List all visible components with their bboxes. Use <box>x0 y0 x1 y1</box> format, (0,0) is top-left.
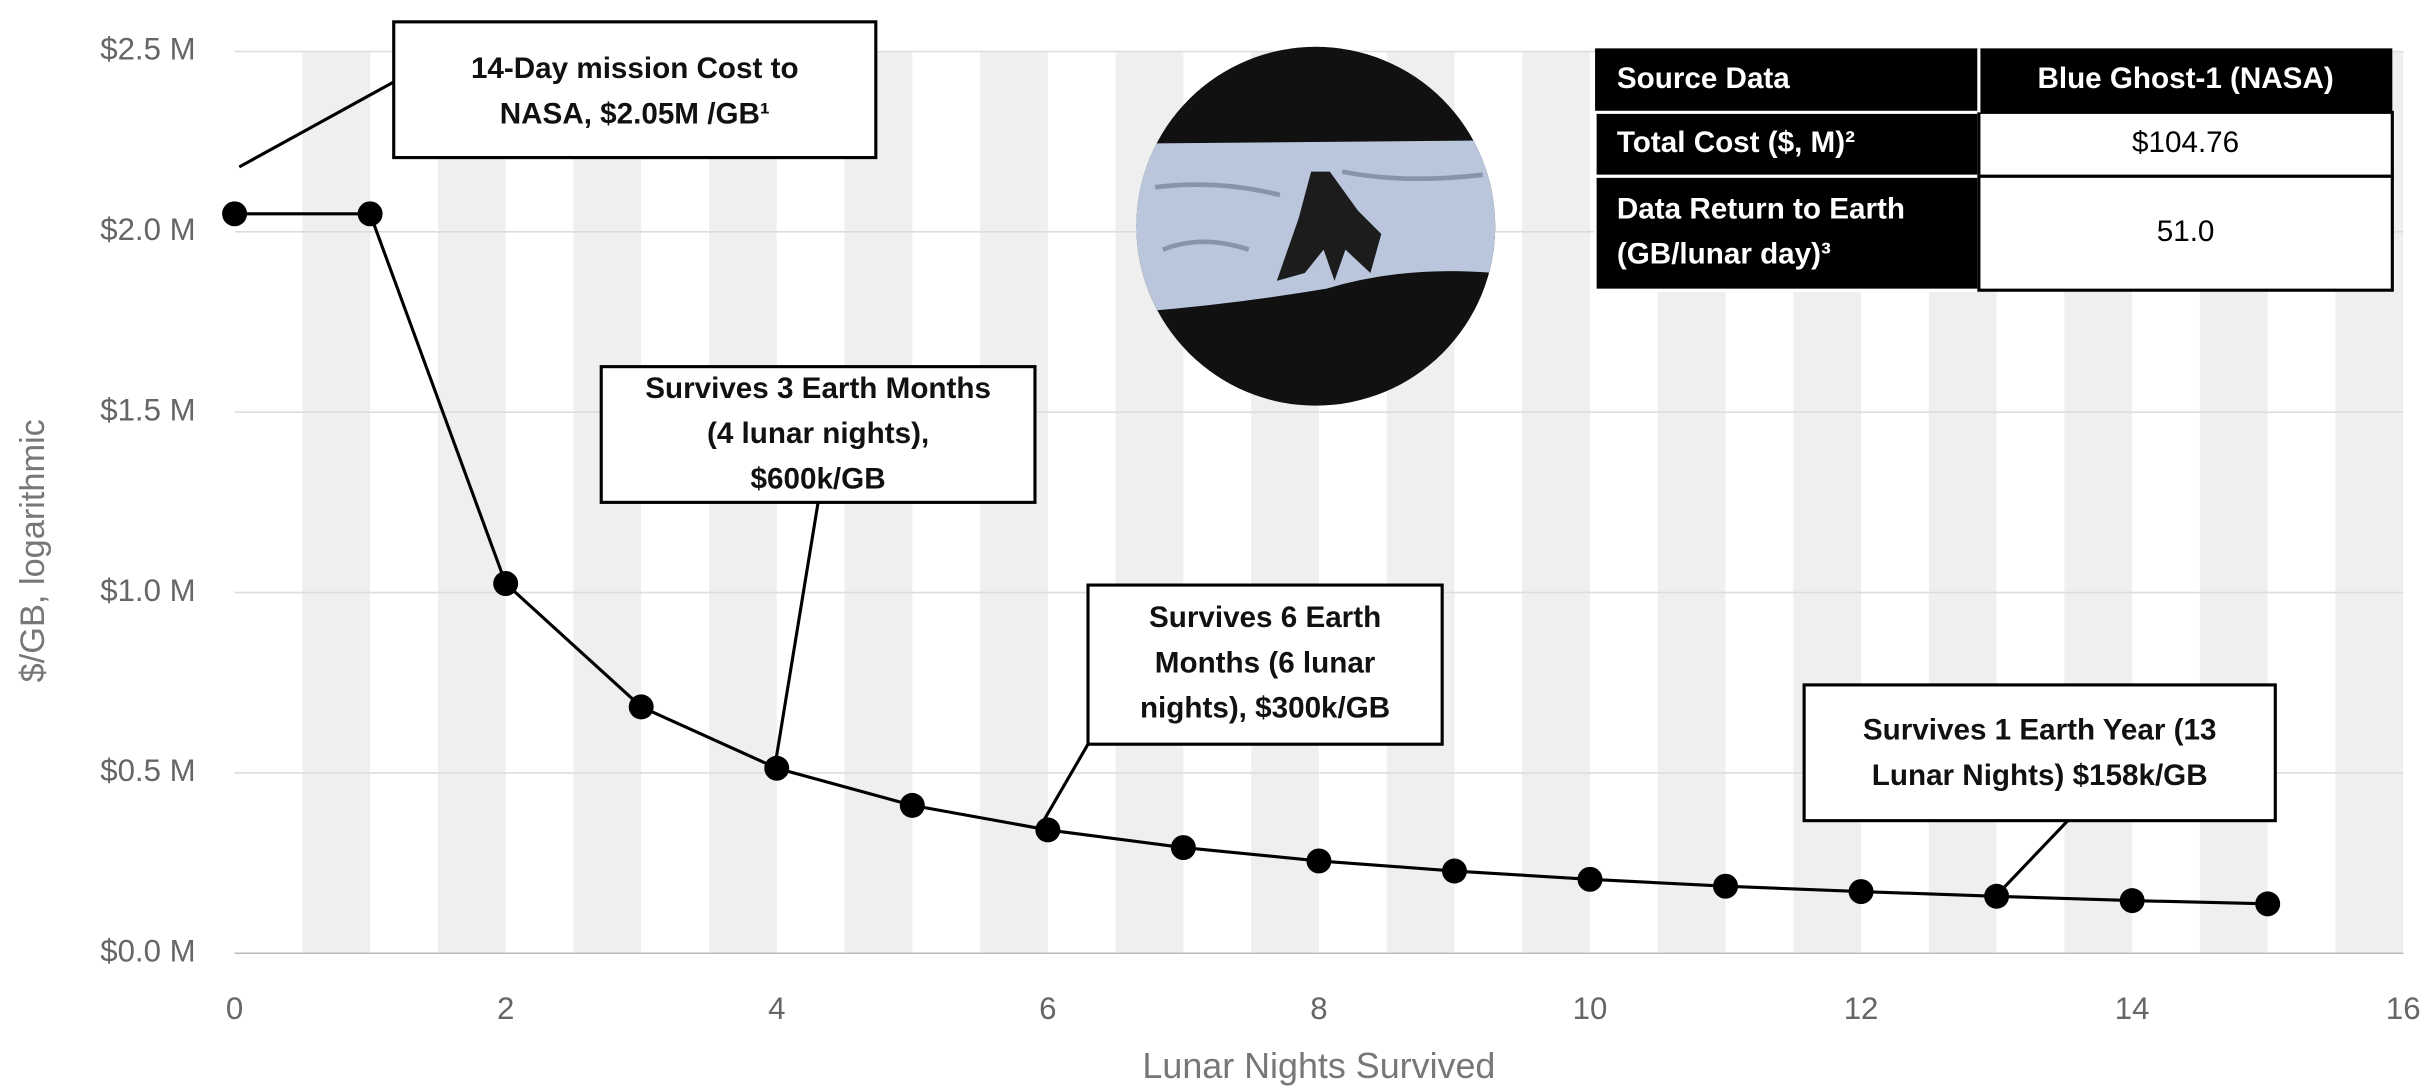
data-point <box>2119 888 2145 914</box>
annotation-text: (4 lunar nights), <box>707 417 929 450</box>
annotation-text: Lunar Nights) $158k/GB <box>1872 759 2208 792</box>
annotation-text: Survives 6 Earth <box>1149 601 1381 634</box>
table-cell-bg <box>1977 174 2394 292</box>
annotation-text: nights), $300k/GB <box>1140 692 1390 725</box>
y-tick-label: $1.0 M <box>100 573 195 608</box>
table-cell: 51.0 <box>2157 215 2215 248</box>
y-tick-label: $2.0 M <box>100 212 195 247</box>
data-point <box>1577 866 1603 892</box>
data-point <box>1035 817 1061 843</box>
leader-line <box>238 79 397 169</box>
table-row-label: Data Return to Earth <box>1617 192 1905 225</box>
data-point <box>764 755 790 781</box>
annotation-text: 14-Day mission Cost to <box>471 52 799 85</box>
table-cell: $104.76 <box>2132 126 2239 159</box>
table-cell-bg <box>1977 110 2394 178</box>
x-axis-title: Lunar Nights Survived <box>1142 1046 1495 1086</box>
data-point <box>1170 835 1196 861</box>
series-line <box>234 212 2268 906</box>
data-point <box>1306 848 1332 874</box>
y-axis-title: $/GB, logarithmic <box>14 419 52 682</box>
table-header: Blue Ghost-1 (NASA) <box>2037 62 2333 95</box>
leader-line <box>774 502 820 761</box>
table-header-bg <box>1595 48 2393 113</box>
data-point <box>1441 858 1467 884</box>
data-point <box>1984 883 2010 909</box>
annotation-text: NASA, $2.05M /GB¹ <box>500 97 770 130</box>
table-row-label-bg <box>1593 110 1981 178</box>
annotation-box <box>392 20 878 160</box>
table-row-label: (GB/lunar day)³ <box>1617 238 1831 271</box>
data-point <box>899 792 925 818</box>
x-tick-label: 6 <box>1039 991 1056 1026</box>
stripe <box>1522 51 1590 954</box>
stripe <box>302 51 371 954</box>
annotation-text: Months (6 lunar <box>1155 646 1376 679</box>
lander-photo <box>1136 46 1496 406</box>
data-point <box>1848 879 1874 905</box>
data-point <box>357 201 383 227</box>
x-tick-label: 2 <box>497 991 514 1026</box>
table-row-label: Total Cost ($, M)² <box>1617 126 1855 159</box>
table-header: Source Data <box>1617 62 1790 95</box>
y-tick-label: $0.0 M <box>100 933 195 968</box>
annotation-box <box>599 365 1037 504</box>
stripe <box>437 51 506 954</box>
annotation-box <box>1086 583 1444 746</box>
leader-line <box>2001 819 2069 891</box>
x-tick-label: 16 <box>2386 991 2421 1026</box>
x-tick-label: 0 <box>226 991 243 1026</box>
leader-line <box>1041 743 1090 823</box>
data-point <box>1713 873 1739 899</box>
x-tick-label: 14 <box>2115 991 2150 1026</box>
data-point <box>222 201 248 227</box>
x-tick-label: 10 <box>1573 991 1608 1026</box>
data-point <box>493 571 519 597</box>
data-point <box>2255 891 2281 917</box>
annotation-box <box>1802 683 2277 823</box>
y-tick-label: $2.5 M <box>100 32 195 67</box>
data-point <box>628 694 654 720</box>
y-tick-label: $0.5 M <box>100 753 195 788</box>
annotation-text: Survives 3 Earth Months <box>645 372 991 405</box>
x-tick-label: 12 <box>1844 991 1879 1026</box>
table-row-label-bg <box>1593 174 1981 292</box>
x-tick-label: 8 <box>1310 991 1327 1026</box>
x-tick-label: 4 <box>768 991 785 1026</box>
y-tick-label: $1.5 M <box>100 392 195 427</box>
annotation-text: $600k/GB <box>751 462 886 495</box>
annotation-text: Survives 1 Earth Year (13 <box>1863 714 2217 747</box>
